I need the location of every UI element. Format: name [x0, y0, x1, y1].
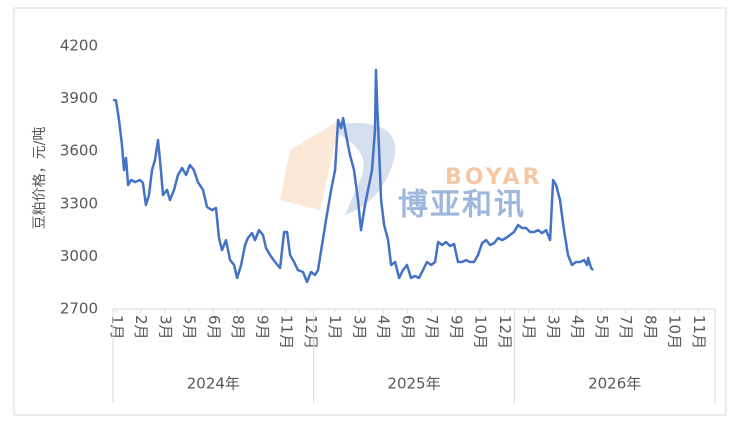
chart-border	[13, 7, 727, 416]
line-series	[112, 68, 595, 284]
watermark-cn: 博亚和讯	[398, 188, 526, 223]
x-tick-label: 11月	[278, 315, 296, 349]
x-tick-label: 1月	[326, 315, 344, 340]
y-axis-label: 豆粕价格，元/吨	[32, 127, 48, 230]
x-tick-label: 3月	[156, 315, 174, 340]
x-tick-label: 6月	[399, 315, 417, 340]
year-label: 2024年	[187, 375, 240, 393]
x-tick-label: 7月	[617, 315, 635, 340]
year-label: 2025年	[387, 375, 440, 393]
x-tick-label: 5月	[181, 315, 199, 340]
y-tick-label: 3600	[60, 142, 98, 160]
x-tick-label: 10月	[472, 315, 490, 349]
year-label: 2026年	[588, 375, 641, 393]
y-tick-label: 2700	[60, 300, 98, 318]
x-tick-label: 1月	[520, 315, 538, 340]
x-tick-label: 1月	[108, 315, 126, 340]
x-tick-label: 8月	[229, 315, 247, 340]
x-tick-label: 5月	[593, 315, 611, 340]
x-tick-label: 3月	[544, 315, 562, 340]
x-tick-label: 4月	[569, 315, 587, 340]
x-tick-label: 12月	[496, 315, 514, 349]
x-tick-label: 6月	[205, 315, 223, 340]
y-tick-label: 3900	[60, 89, 98, 107]
y-tick-label: 3000	[60, 247, 98, 265]
x-tick-label: 9月	[253, 315, 271, 340]
x-tick-label: 2月	[132, 315, 150, 340]
x-tick-label: 10月	[666, 315, 684, 349]
x-tick-label: 12月	[302, 315, 320, 349]
watermark-en: BOYAR	[445, 165, 542, 190]
x-tick-label: 3月	[350, 315, 368, 340]
x-tick-label: 11月	[690, 315, 708, 349]
x-tick-label: 9月	[447, 315, 465, 340]
y-tick-label: 4200	[60, 37, 98, 55]
x-tick-label: 8月	[641, 315, 659, 340]
x-tick-label: 4月	[375, 315, 393, 340]
y-tick-label: 3300	[60, 194, 98, 212]
x-tick-label: 7月	[423, 315, 441, 340]
